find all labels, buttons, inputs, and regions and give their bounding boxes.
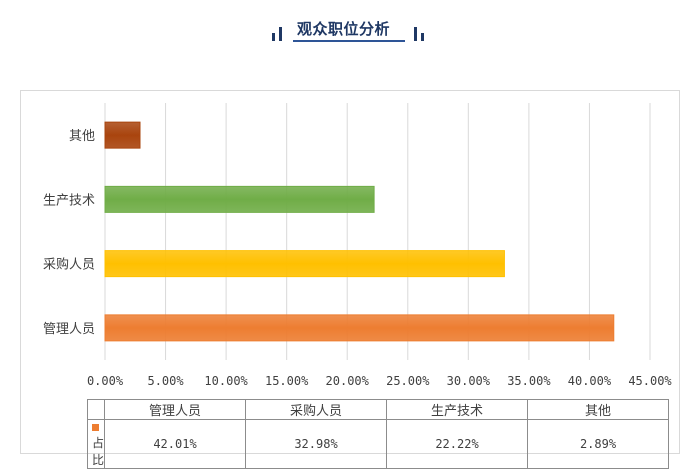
bar-1 — [104, 250, 505, 278]
data-table-header-0: 管理人员 — [104, 399, 247, 420]
x-tick-label-9: 45.00% — [628, 374, 672, 388]
chart-title-block: 观众职位分析 — [0, 14, 698, 48]
data-table-value-row: 占比 42.01% 32.98% 22.22% 2.89% — [86, 419, 670, 469]
category-label-0: 管理人员 — [43, 322, 95, 337]
x-tick-label-6: 30.00% — [447, 374, 491, 388]
data-table-value-0: 42.01% — [104, 419, 247, 469]
x-tick-label-0: 0.00% — [87, 374, 124, 388]
x-tick-label-2: 10.00% — [204, 374, 248, 388]
bar-3 — [104, 121, 141, 149]
data-table-header-2: 生产技术 — [386, 399, 529, 420]
x-tick-label-7: 35.00% — [507, 374, 551, 388]
data-table-value-3: 2.89% — [527, 419, 670, 469]
x-tick-label-3: 15.00% — [265, 374, 309, 388]
title-right-bar-short — [421, 33, 424, 41]
chart-title: 观众职位分析 — [297, 20, 391, 38]
x-tick-label-8: 40.00% — [568, 374, 612, 388]
title-left-bar-short — [272, 33, 275, 41]
data-table-corner — [86, 399, 106, 420]
x-tick-label-4: 20.00% — [326, 374, 370, 388]
data-table-header-row: 管理人员 采购人员 生产技术 其他 — [86, 399, 670, 420]
title-right-bar-tall — [414, 27, 417, 41]
data-table-value-1: 32.98% — [245, 419, 388, 469]
legend-key: 占比 — [86, 419, 106, 469]
title-underline — [293, 40, 405, 42]
category-label-1: 采购人员 — [43, 257, 95, 273]
bar-2 — [104, 185, 375, 213]
bar-0 — [104, 314, 615, 342]
legend-swatch — [92, 424, 99, 431]
data-table-header-1: 采购人员 — [245, 399, 388, 420]
x-tick-label-1: 5.00% — [147, 374, 184, 388]
title-left-bar-tall — [279, 27, 282, 41]
category-label-2: 生产技术 — [43, 193, 95, 208]
x-tick-label-5: 25.00% — [386, 374, 430, 388]
legend-series-name: 占比 — [92, 436, 105, 467]
data-table-header-3: 其他 — [527, 399, 670, 420]
data-table-value-2: 22.22% — [386, 419, 529, 469]
category-label-3: 其他 — [69, 129, 95, 144]
data-table: 管理人员 采购人员 生产技术 其他 占比 42.01% 32.98% 22.22… — [86, 399, 670, 469]
